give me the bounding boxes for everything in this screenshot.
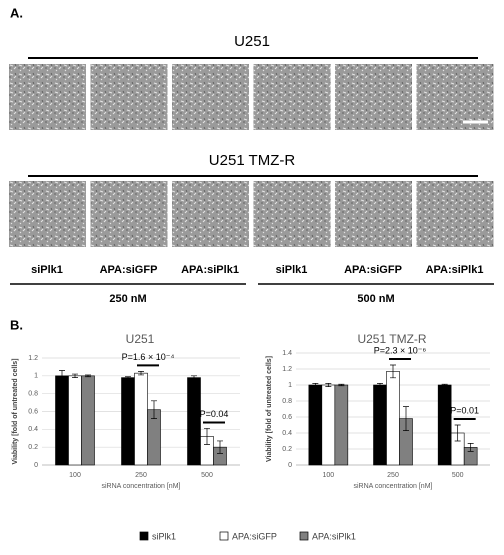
chart-title: U251 TMZ-R <box>357 332 426 346</box>
error-bar <box>325 383 332 387</box>
treatment-label: APA:siGFP <box>100 264 158 276</box>
y-tick-label: 1.2 <box>282 366 292 373</box>
micrograph <box>335 181 412 247</box>
y-axis-label: Viability [fold of untreated cells] <box>266 356 273 462</box>
bar <box>134 372 148 466</box>
row-title: U251 <box>234 33 270 50</box>
error-bar <box>151 400 157 419</box>
y-tick-label: 1.2 <box>28 355 38 362</box>
panel-label: A. <box>10 5 23 20</box>
error-bar <box>403 406 409 431</box>
micrograph <box>416 64 494 130</box>
bar <box>334 384 349 466</box>
x-tick-label: 500 <box>201 472 213 479</box>
error-bar <box>217 440 223 454</box>
legend-swatch <box>299 531 309 541</box>
error-bar <box>390 364 396 379</box>
micrograph <box>253 64 331 130</box>
bar <box>308 384 323 466</box>
micrograph <box>90 181 168 247</box>
treatment-label: APA:siPlk1 <box>181 264 239 276</box>
panel-label: B. <box>10 317 23 332</box>
treatment-label: APA:siPlk1 <box>426 264 484 276</box>
micrograph <box>335 64 412 130</box>
micrograph <box>172 64 249 130</box>
y-tick-label: 0.8 <box>282 398 292 405</box>
bar <box>187 377 201 466</box>
y-tick-label: 0.8 <box>28 391 38 398</box>
y-tick-label: 0.6 <box>282 414 292 421</box>
error-bar <box>312 383 319 387</box>
bar <box>373 384 387 466</box>
error-bar <box>59 370 65 382</box>
micrograph <box>9 64 86 130</box>
error-bar <box>191 375 197 380</box>
bar <box>386 371 400 466</box>
error-bar <box>125 376 131 379</box>
treatment-label: APA:siGFP <box>344 264 402 276</box>
micrograph <box>416 181 494 247</box>
dose-label: 250 nM <box>109 293 146 305</box>
chart-title: U251 <box>126 332 155 346</box>
treatment-label: siPlk1 <box>276 264 308 276</box>
y-tick-label: 0.4 <box>28 426 38 433</box>
y-axis-label: Viability [fold of untreated cells] <box>12 358 19 464</box>
bar <box>68 375 82 466</box>
bar <box>81 375 95 466</box>
x-axis-label: siRNA concentration [nM] <box>102 483 181 490</box>
error-bar <box>377 383 383 387</box>
x-tick-label: 500 <box>452 472 464 479</box>
y-tick-label: 0 <box>34 462 38 469</box>
y-tick-label: 0.4 <box>282 430 292 437</box>
y-tick-label: 0.2 <box>28 444 38 451</box>
micrograph <box>253 181 331 247</box>
bar <box>121 377 135 466</box>
treatment-label: siPlk1 <box>31 264 63 276</box>
y-tick-label: 1 <box>34 373 38 380</box>
error-bar <box>338 383 345 387</box>
legend-swatch <box>219 531 229 541</box>
bar <box>321 384 336 466</box>
y-tick-label: 1.4 <box>282 350 292 357</box>
legend-label: APA:siGFP <box>232 531 277 541</box>
y-tick-label: 0 <box>288 462 292 469</box>
y-tick-label: 1 <box>288 382 292 389</box>
bar <box>55 375 69 466</box>
annotation: P=0.01 <box>450 405 479 415</box>
dose-label: 500 nM <box>357 293 394 305</box>
legend-swatch <box>139 531 149 541</box>
error-bar <box>72 373 78 378</box>
x-tick-label: 250 <box>387 472 399 479</box>
x-tick-label: 100 <box>69 472 81 479</box>
error-bar <box>85 374 91 378</box>
legend-label: siPlk1 <box>152 531 176 541</box>
micrograph <box>9 181 86 247</box>
x-axis-label: siRNA concentration [nM] <box>354 483 433 490</box>
annotation: P=2.3 × 10⁻⁶ <box>374 345 427 355</box>
error-bar <box>204 428 210 445</box>
legend-label: APA:siPlk1 <box>312 531 356 541</box>
bar <box>437 384 452 466</box>
error-bar <box>454 424 461 442</box>
error-bar <box>441 383 448 387</box>
x-tick-label: 100 <box>322 472 334 479</box>
y-tick-label: 0.6 <box>28 408 38 415</box>
micrograph <box>172 181 249 247</box>
y-tick-label: 0.2 <box>282 446 292 453</box>
micrograph <box>90 64 168 130</box>
annotation: P=1.6 × 10⁻⁴ <box>122 352 175 362</box>
error-bar <box>138 371 144 376</box>
x-tick-label: 250 <box>135 472 147 479</box>
error-bar <box>467 443 474 452</box>
row-title: U251 TMZ-R <box>209 152 296 169</box>
annotation: P=0.04 <box>200 409 229 419</box>
